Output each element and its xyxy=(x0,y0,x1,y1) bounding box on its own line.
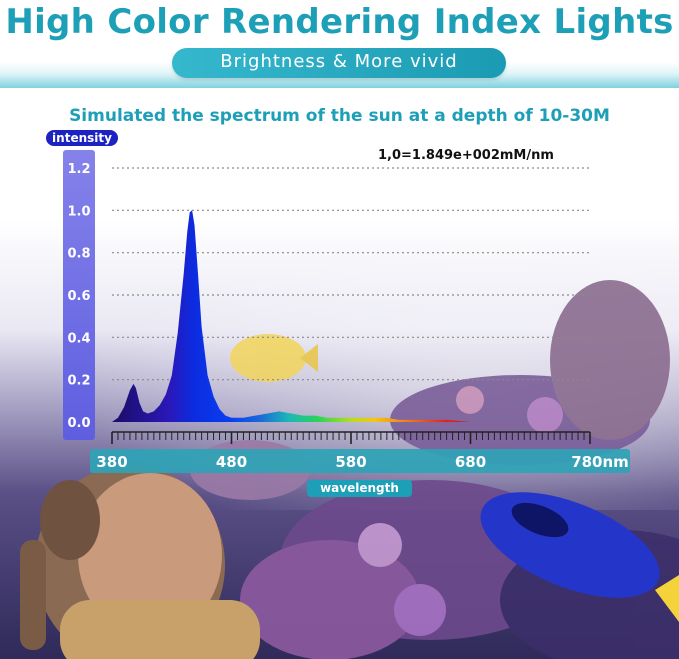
blue-fish xyxy=(480,492,679,622)
x-tick-label: 780nm xyxy=(571,453,629,471)
x-tick-labels: 380 480 580 680 780nm xyxy=(90,449,630,473)
y-tick-label: 1.2 xyxy=(67,162,90,177)
x-axis-title: wavelength xyxy=(307,480,412,497)
x-tick-label: 480 xyxy=(216,453,247,471)
y-axis-title: intensity xyxy=(46,130,118,146)
y-tick-label: 0.0 xyxy=(67,416,90,431)
x-tick-label: 380 xyxy=(96,453,127,471)
banner-pill xyxy=(172,48,506,78)
page-title: High Color Rendering Index Lights xyxy=(5,2,674,42)
yellow-fish xyxy=(230,334,318,382)
y-tick-label: 0.6 xyxy=(67,289,90,304)
chart-title: Simulated the spectrum of the sun at a d… xyxy=(69,106,610,126)
banner-text: Brightness & More vivid xyxy=(220,51,458,72)
y-tick-label: 0.4 xyxy=(67,331,90,346)
child-figure xyxy=(20,465,260,659)
x-tick-label: 680 xyxy=(455,453,486,471)
y-tick-label: 0.2 xyxy=(67,374,90,389)
chart-note: 1,0=1.849e+002mM/nm xyxy=(378,148,554,163)
x-axis xyxy=(111,431,591,444)
y-tick-label: 0.8 xyxy=(67,247,90,262)
y-tick-label: 1.0 xyxy=(67,204,90,219)
y-axis-bar xyxy=(63,150,95,440)
y-axis-band xyxy=(63,150,95,440)
y-tick-labels: 1.2 1.0 0.8 0.6 0.4 0.2 0.0 xyxy=(67,162,90,431)
spectrum-area xyxy=(112,210,495,422)
x-tick-band xyxy=(90,449,630,473)
x-tick-label: 580 xyxy=(335,453,366,471)
spectrum-series xyxy=(112,210,495,422)
